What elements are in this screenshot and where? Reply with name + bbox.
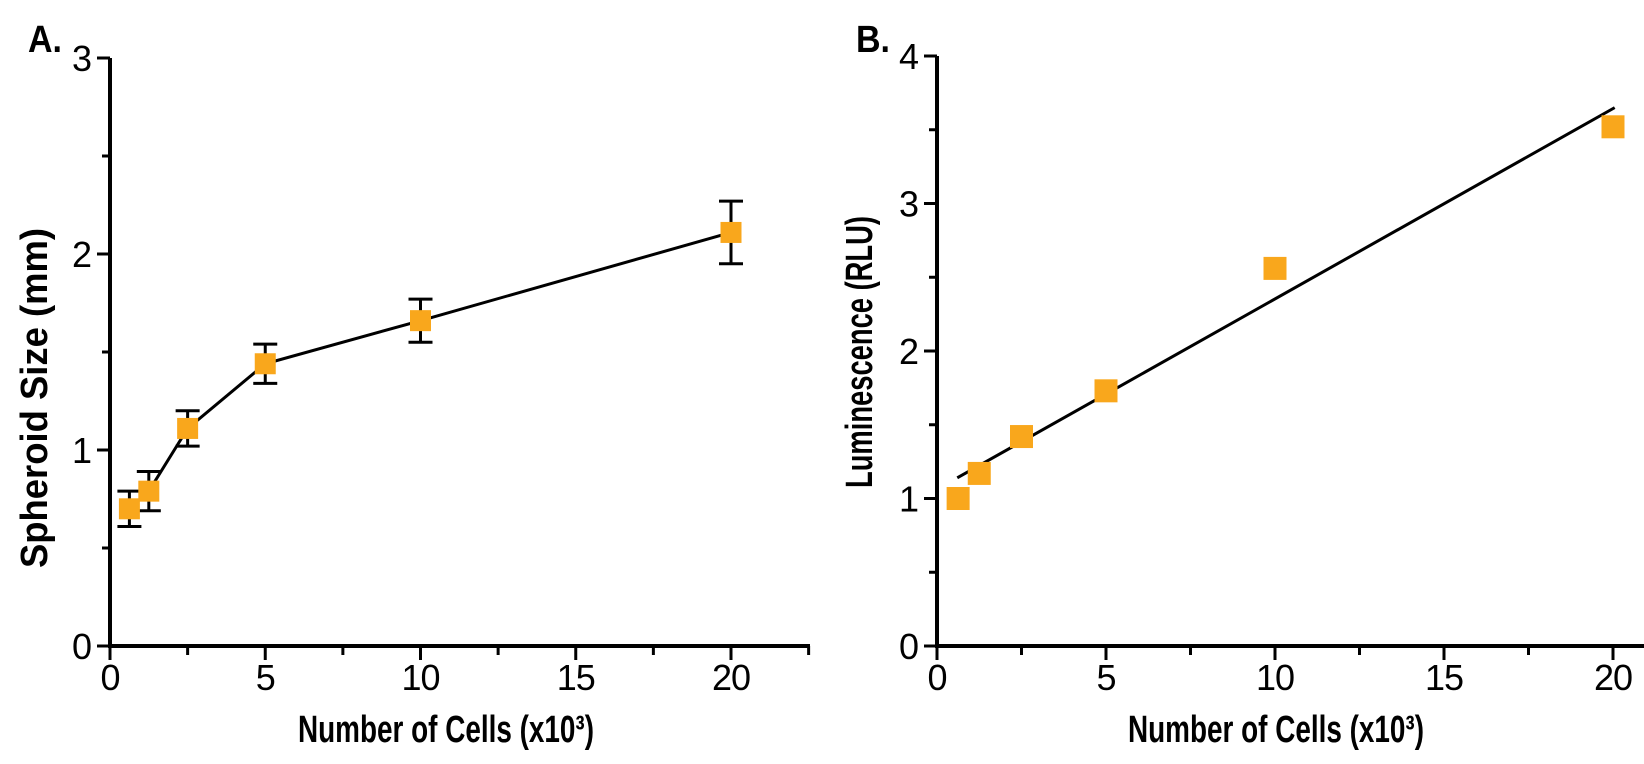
data-point-marker	[138, 480, 160, 502]
data-point-marker	[254, 353, 276, 375]
x-axis-tick-label: 5	[1096, 657, 1115, 698]
data-point-marker	[720, 221, 742, 243]
data-point-marker	[118, 498, 140, 520]
y-axis-tick-label: 0	[72, 626, 91, 667]
y-axis-tick-label: 0	[899, 626, 918, 667]
x-axis-tick-label: 0	[927, 657, 946, 698]
x-axis-tick-label: 5	[256, 657, 275, 698]
x-axis-tick-label: 0	[100, 657, 119, 698]
y-axis-tick-label: 3	[72, 38, 91, 79]
data-series-line	[128, 230, 732, 510]
panel-b-label: B.	[856, 19, 890, 61]
x-axis-title: Number of Cells (x10³)	[298, 709, 594, 751]
data-point-marker	[177, 417, 199, 439]
data-point-marker	[410, 310, 431, 332]
y-axis-title: Spheroid Size (mm)	[14, 228, 56, 568]
y-axis-tick-label: 4	[899, 36, 918, 77]
x-axis-tick-label: 15	[557, 657, 595, 698]
data-point-marker	[1094, 379, 1118, 403]
y-axis-tick-label: 1	[72, 430, 91, 471]
data-point-marker	[1263, 256, 1287, 280]
panel-b: B. 0 5 10 15 20 0 1 2 3 4 Number of Cells (x10³) Lum…	[839, 19, 1644, 751]
x-axis-tick-label: 15	[1425, 657, 1463, 698]
y-axis-tick-label: 2	[72, 234, 91, 275]
x-axis-tick-label: 10	[1256, 657, 1294, 698]
y-axis-title: Luminescence (RLU)	[839, 216, 881, 488]
data-point-marker	[1601, 115, 1625, 139]
data-point-marker	[1010, 425, 1033, 449]
y-axis-tick-label: 3	[899, 184, 918, 225]
y-axis-tick-label: 1	[899, 479, 918, 520]
panel-a-label: A.	[28, 19, 62, 61]
x-axis-tick-label: 20	[1594, 657, 1632, 698]
x-axis-tick-label: 10	[401, 657, 439, 698]
data-point-marker	[946, 487, 970, 510]
trend-line	[956, 106, 1616, 480]
x-axis-title: Number of Cells (x10³)	[1128, 709, 1424, 751]
data-point-marker	[967, 461, 991, 485]
panel-a: A. 0 5 10 15 20 0 1 2 3 Number of Cells (x10³) Sphe…	[14, 19, 811, 751]
y-axis-tick-label: 2	[899, 331, 918, 372]
x-axis-tick-label: 20	[712, 657, 750, 698]
